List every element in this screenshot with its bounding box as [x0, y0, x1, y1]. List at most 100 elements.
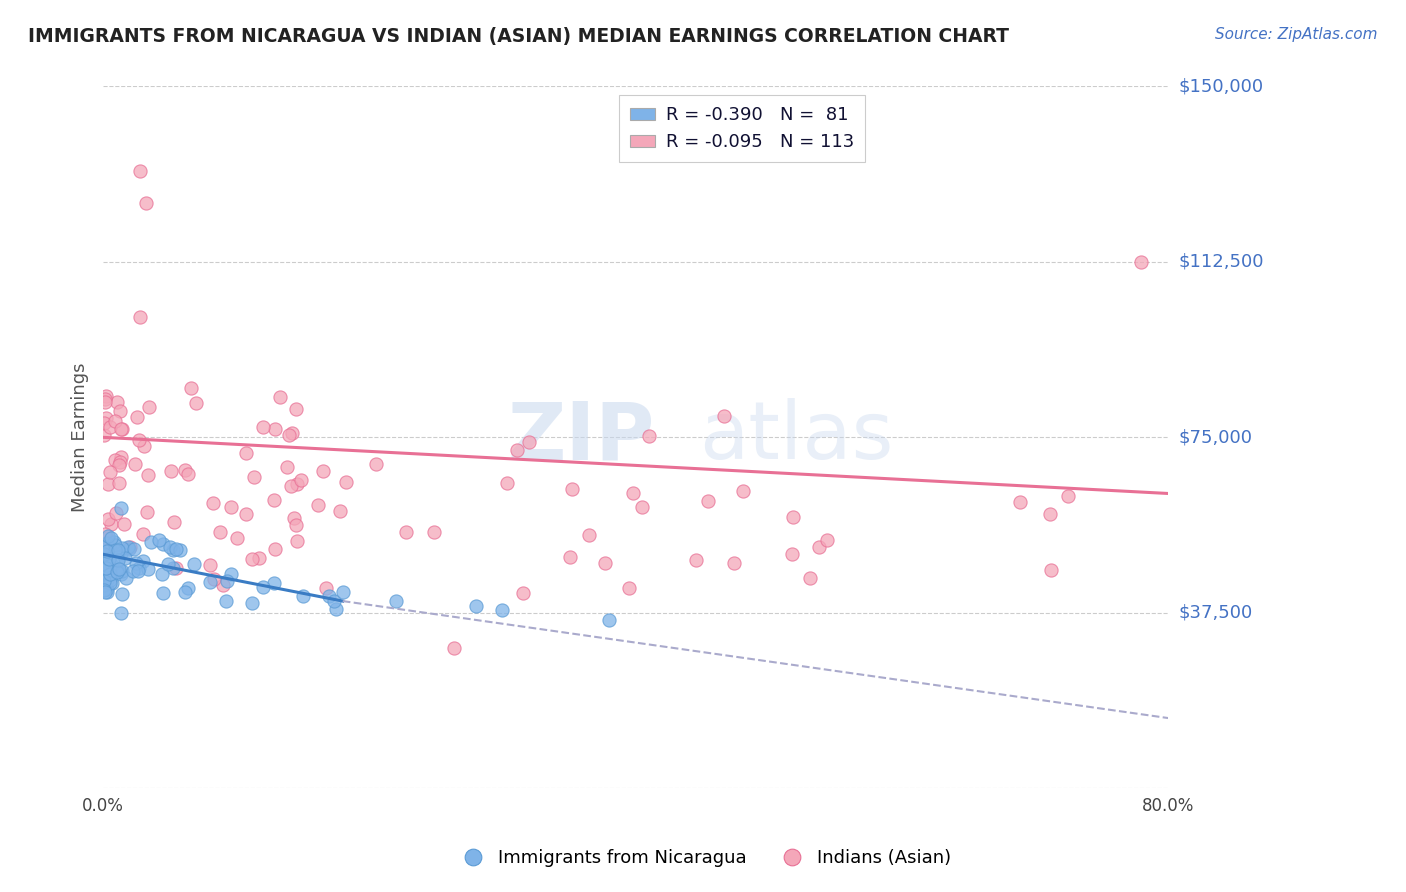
Point — [100, 560, 122, 574]
Point — [108, 458, 131, 472]
Point — [120, 540, 142, 554]
Point — [285, 518, 308, 533]
Point — [152, 537, 174, 551]
Point — [561, 482, 583, 496]
Point — [177, 582, 200, 596]
Point — [98, 542, 121, 557]
Point — [443, 640, 465, 655]
Point — [105, 565, 128, 579]
Point — [617, 581, 640, 595]
Point — [124, 457, 146, 471]
Point — [96, 585, 118, 599]
Point — [125, 557, 148, 571]
Point — [111, 587, 134, 601]
Point — [638, 429, 661, 443]
Text: $75,000: $75,000 — [1178, 428, 1253, 446]
Point — [139, 535, 162, 549]
Point — [630, 500, 652, 514]
Point — [93, 547, 115, 561]
Point — [395, 524, 418, 539]
Point — [329, 504, 352, 518]
Point — [115, 571, 138, 585]
Point — [174, 585, 197, 599]
Point — [96, 476, 118, 491]
Point — [263, 575, 285, 590]
Point — [598, 613, 620, 627]
Point — [235, 446, 257, 460]
Point — [512, 586, 534, 600]
Point — [464, 599, 486, 613]
Point — [93, 583, 115, 598]
Point — [136, 505, 159, 519]
Point — [94, 584, 117, 599]
Point — [110, 455, 132, 469]
Point — [110, 607, 132, 621]
Point — [225, 531, 247, 545]
Text: ZIP: ZIP — [508, 399, 655, 476]
Point — [269, 390, 291, 404]
Point — [96, 573, 118, 587]
Point — [98, 576, 121, 591]
Point — [98, 420, 121, 434]
Point — [162, 542, 184, 557]
Legend: R = -0.390   N =  81, R = -0.095   N = 113: R = -0.390 N = 81, R = -0.095 N = 113 — [619, 95, 865, 162]
Point — [118, 542, 141, 557]
Text: $37,500: $37,500 — [1178, 604, 1253, 622]
Point — [98, 552, 121, 566]
Point — [112, 517, 135, 532]
Point — [263, 493, 285, 508]
Point — [276, 460, 298, 475]
Point — [94, 560, 117, 574]
Text: $150,000: $150,000 — [1178, 78, 1264, 95]
Point — [97, 568, 120, 582]
Point — [111, 422, 134, 436]
Point — [136, 467, 159, 482]
Point — [235, 507, 257, 521]
Point — [159, 540, 181, 554]
Point — [332, 584, 354, 599]
Point — [169, 543, 191, 558]
Legend: Immigrants from Nicaragua, Indians (Asian): Immigrants from Nicaragua, Indians (Asia… — [447, 842, 959, 874]
Point — [107, 565, 129, 579]
Point — [110, 500, 132, 515]
Point — [733, 484, 755, 499]
Point — [96, 532, 118, 546]
Point — [186, 396, 208, 410]
Point — [96, 544, 118, 558]
Point — [134, 439, 156, 453]
Point — [323, 593, 346, 607]
Point — [107, 394, 129, 409]
Point — [291, 590, 314, 604]
Point — [506, 442, 529, 457]
Point — [621, 486, 644, 500]
Point — [132, 554, 155, 568]
Point — [1057, 489, 1080, 503]
Point — [127, 564, 149, 578]
Point — [107, 542, 129, 557]
Point — [1008, 495, 1031, 509]
Point — [162, 561, 184, 575]
Point — [110, 422, 132, 436]
Point — [315, 581, 337, 595]
Point — [96, 389, 118, 403]
Point — [100, 516, 122, 531]
Point — [423, 525, 446, 540]
Point — [98, 465, 121, 479]
Point — [108, 562, 131, 576]
Point — [240, 596, 263, 610]
Point — [264, 422, 287, 436]
Point — [278, 428, 301, 442]
Point — [198, 575, 221, 590]
Text: Source: ZipAtlas.com: Source: ZipAtlas.com — [1215, 27, 1378, 42]
Point — [560, 550, 582, 565]
Point — [307, 498, 329, 512]
Point — [101, 558, 124, 572]
Point — [723, 557, 745, 571]
Point — [97, 529, 120, 543]
Text: IMMIGRANTS FROM NICARAGUA VS INDIAN (ASIAN) MEDIAN EARNINGS CORRELATION CHART: IMMIGRANTS FROM NICARAGUA VS INDIAN (ASI… — [28, 27, 1010, 45]
Point — [162, 515, 184, 529]
Point — [160, 464, 183, 478]
Point — [165, 561, 187, 575]
Point — [131, 527, 153, 541]
Point — [285, 533, 308, 548]
